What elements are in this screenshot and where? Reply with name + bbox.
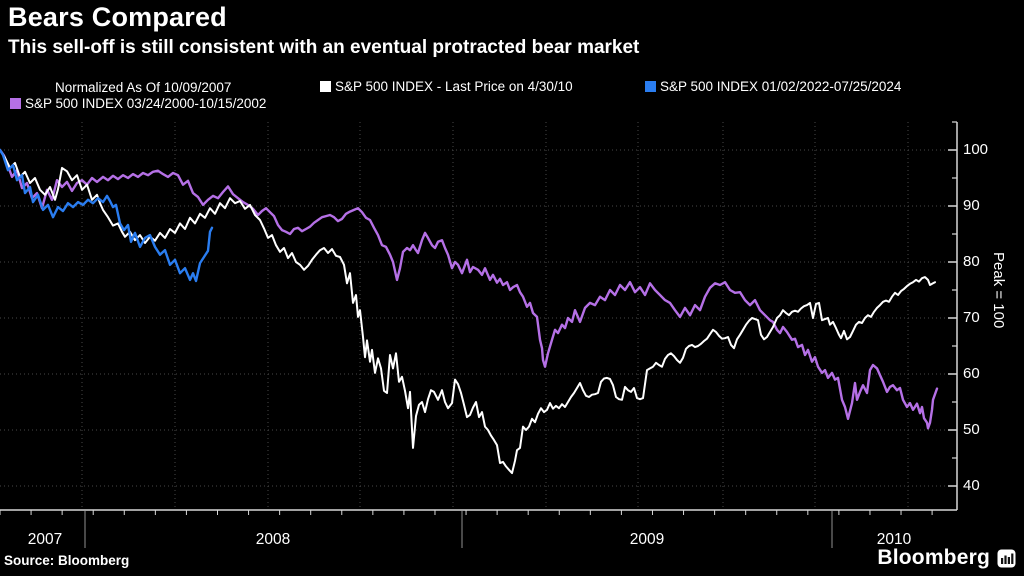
- legend-label-sp500-2007: S&P 500 INDEX - Last Price on 4/30/10: [335, 79, 573, 94]
- y-tick-label-100: 100: [963, 141, 989, 158]
- chart-subtitle: This sell-off is still consistent with a…: [8, 37, 640, 58]
- x-year-label-2008: 2008: [255, 531, 291, 548]
- x-year-label-2010: 2010: [876, 531, 912, 548]
- y-axis-label: Peak = 100: [990, 252, 1007, 329]
- chart-title: Bears Compared: [8, 2, 227, 32]
- legend-item-sp500-2000: S&P 500 INDEX 03/24/2000-10/15/2002: [10, 96, 266, 111]
- bloomberg-logo-icon: [997, 549, 1016, 568]
- y-tick-label-60: 60: [963, 365, 980, 382]
- legend-swatch-blue-icon: [645, 81, 656, 92]
- series-line-sp500-2000-purple: [0, 148, 939, 430]
- y-tick-label-90: 90: [963, 197, 980, 214]
- y-tick-label-40: 40: [963, 477, 980, 494]
- y-tick-label-50: 50: [963, 421, 980, 438]
- y-tick-label-80: 80: [963, 253, 980, 270]
- legend-item-sp500-2022: S&P 500 INDEX 01/02/2022-07/25/2024: [645, 79, 901, 94]
- bloomberg-wordmark: Bloomberg: [877, 546, 990, 569]
- series-line-sp500-2022-blue: [0, 148, 214, 283]
- legend-swatch-white-icon: [320, 81, 331, 92]
- legend-normalization-note: Normalized As Of 10/09/2007: [55, 80, 232, 95]
- legend-item-sp500-2007: S&P 500 INDEX - Last Price on 4/30/10: [320, 79, 573, 94]
- series-line-sp500-2007-white: [0, 149, 936, 475]
- y-tick-label-70: 70: [963, 309, 980, 326]
- x-year-label-2009: 2009: [629, 531, 665, 548]
- legend-swatch-purple-icon: [10, 98, 21, 109]
- x-year-label-2007: 2007: [27, 531, 63, 548]
- legend-label-sp500-2000: S&P 500 INDEX 03/24/2000-10/15/2002: [25, 96, 267, 111]
- source-attribution: Source: Bloomberg: [4, 553, 130, 568]
- legend-label-sp500-2022: S&P 500 INDEX 01/02/2022-07/25/2024: [660, 79, 902, 94]
